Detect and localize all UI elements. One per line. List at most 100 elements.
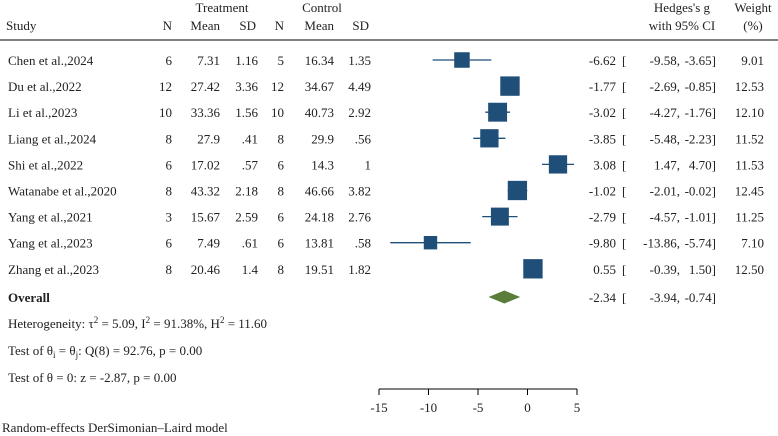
control-n: 10 [271,105,284,120]
x-tick-label: 5 [574,400,581,415]
table-row: Chen et al.,2024 6 7.31 1.16 5 16.34 1.35 -6.62… [8,52,764,68]
ci-high: -5.74] [685,236,716,251]
study-name: Yang et al.,2021 [8,210,93,225]
ci-low: -0.39, [650,262,680,277]
control-sd: 1.82 [348,262,371,277]
control-n: 6 [278,157,285,172]
weight: 12.53 [735,79,764,94]
control-mean: 34.67 [305,79,335,94]
effect-g: 0.55 [593,262,616,277]
ci-high: -3.65] [685,53,716,68]
control-sd: 3.82 [348,184,371,199]
ci-low: -9.58, [650,53,680,68]
treatment-mean: 7.49 [197,236,220,251]
bracket-open: [ [622,105,626,120]
bracket-open: [ [622,157,626,172]
treatment-sd: 3.36 [235,79,258,94]
table-row: Yang et al.,2021 3 15.67 2.59 6 24.18 2.76 -2.7… [8,207,764,226]
model-note: Random-effects DerSimonian–Laird model [2,420,228,435]
control-sd: .58 [355,236,371,251]
header-effect-ci: with 95% CI [649,18,715,33]
control-n: 8 [278,131,285,146]
bracket-open: [ [622,184,626,199]
treatment-sd: 2.59 [235,210,258,225]
effect-g: -6.62 [589,53,616,68]
treatment-n: 10 [159,105,172,120]
ci-low: -4.57, [650,210,680,225]
table-row: Yang et al.,2023 6 7.49 .61 6 13.81 .58 -9.80 [-… [8,236,764,251]
ci-high: -1.76] [685,105,716,120]
effect-marker [423,235,438,250]
treatment-sd: .57 [242,157,259,172]
table-row: Shi et al.,2022 6 17.02 .57 6 14.3 1 3.08 [1.47,… [8,155,764,174]
overall-bracket-open: [ [622,290,626,305]
x-tick-label: 0 [524,400,531,415]
control-mean: 40.73 [305,105,334,120]
effect-marker [500,76,520,96]
table-row: Zhang et al.,2023 8 20.46 1.4 8 19.51 1.82 0.55… [8,259,764,279]
control-sd: 4.49 [348,79,371,94]
control-mean: 13.81 [305,236,334,251]
effect-marker [490,207,509,226]
effect-marker [488,102,508,122]
weight: 12.50 [735,262,764,277]
control-n: 5 [278,53,285,68]
header-weight-title: Weight [734,0,772,15]
weight: 12.45 [735,184,764,199]
treatment-sd: 1.4 [242,262,259,277]
control-mean: 14.3 [311,157,334,172]
treatment-n: 3 [166,210,173,225]
treatment-n: 6 [166,53,173,68]
control-n: 8 [278,184,285,199]
bracket-open: [ [622,262,626,277]
study-rows: Chen et al.,2024 6 7.31 1.16 5 16.34 1.35 -6.62… [8,52,764,279]
control-mean: 29.9 [311,131,334,146]
x-tick-label: -15 [370,400,387,415]
weight: 11.52 [735,131,764,146]
treatment-mean: 43.32 [191,184,220,199]
effect-g: -3.85 [589,131,616,146]
heterogeneity-text: Heterogeneity: τ2 = 5.09, I2 = 91.38%, H… [8,315,267,331]
effect-marker [480,129,499,148]
ci-high: -0.85] [685,79,716,94]
control-sd: 1.35 [348,53,371,68]
ci-low: -2.01, [650,184,680,199]
treatment-sd: 1.56 [235,105,258,120]
control-n: 6 [278,210,285,225]
ci-low: -2.69, [650,79,680,94]
header-treatment-sd: SD [239,18,256,33]
treatment-n: 8 [166,262,173,277]
table-row: Watanabe et al.,2020 8 43.32 2.18 8 46.66 3.82… [8,180,764,201]
effect-g: -3.02 [589,105,616,120]
treatment-mean: 7.31 [197,53,220,68]
overall-ci-high: -0.74] [685,290,716,305]
effect-g: -9.80 [589,236,616,251]
ci-high: -2.23] [685,131,716,146]
treatment-mean: 33.36 [191,105,221,120]
header-study: Study [6,18,37,33]
study-name: Chen et al.,2024 [8,53,94,68]
overall-test-text: Test of θ = 0: z = -2.87, p = 0.00 [8,370,177,385]
study-name: Watanabe et al.,2020 [8,184,117,199]
ci-low: -4.27, [650,105,680,120]
table-header: Treatment Control Study N Mean SD N Mean… [6,0,772,33]
study-name: Shi et al.,2022 [8,157,83,172]
ci-high: -1.01] [685,210,716,225]
table-row: Du et al.,2022 12 27.42 3.36 12 34.67 4.49 -1.7… [8,76,764,96]
control-sd: 2.76 [348,210,371,225]
treatment-mean: 17.02 [191,157,220,172]
ci-high: -0.02] [685,184,716,199]
x-tick-label: -5 [473,400,484,415]
treatment-sd: .41 [242,131,258,146]
control-sd: .56 [355,131,372,146]
treatment-mean: 15.67 [191,210,221,225]
control-n: 12 [271,79,284,94]
effect-g: -2.79 [589,210,616,225]
study-name: Du et al.,2022 [8,79,82,94]
study-name: Liang et al.,2024 [8,131,97,146]
header-treatment-n: N [163,18,173,33]
weight: 9.01 [741,53,764,68]
overall-ci-low: -3.94, [650,290,680,305]
weight: 7.10 [741,236,764,251]
